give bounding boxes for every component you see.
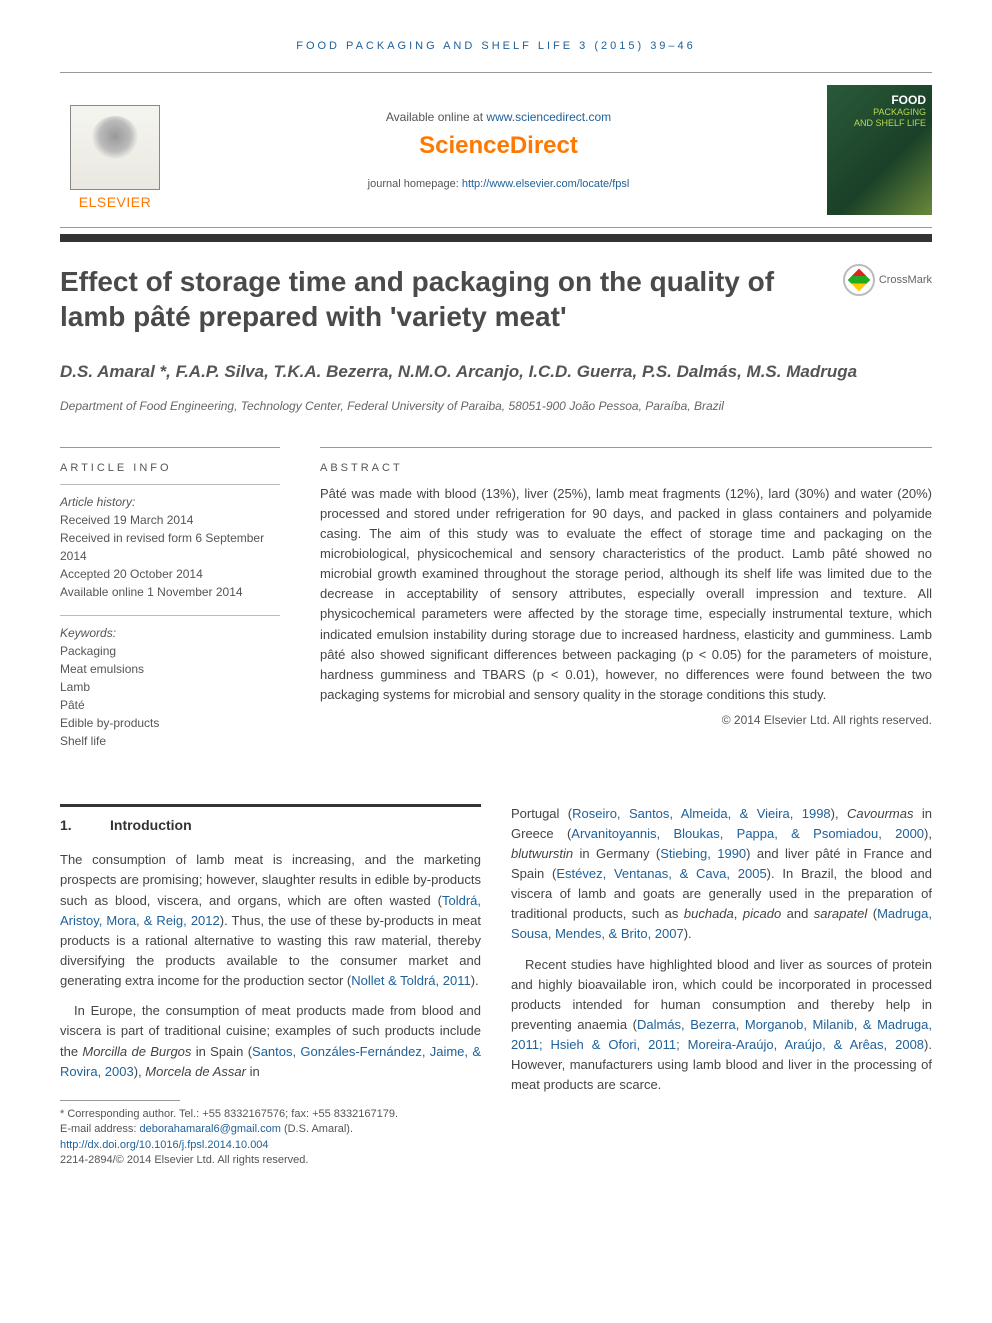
- abstract-copyright: © 2014 Elsevier Ltd. All rights reserved…: [320, 713, 932, 727]
- italic-term: picado: [743, 906, 781, 921]
- text: in Spain (: [191, 1044, 252, 1059]
- italic-term: Cavourmas: [847, 806, 913, 821]
- email-link[interactable]: deborahamaral6@gmail.com: [139, 1123, 280, 1135]
- text: ,: [734, 906, 743, 921]
- crossmark-label: CrossMark: [879, 274, 932, 286]
- homepage-link[interactable]: http://www.elsevier.com/locate/fpsl: [462, 178, 630, 190]
- journal-running-header: FOOD PACKAGING AND SHELF LIFE 3 (2015) 3…: [60, 40, 932, 52]
- abstract-heading: ABSTRACT: [320, 447, 932, 474]
- affiliation: Department of Food Engineering, Technolo…: [60, 398, 932, 415]
- crossmark-badge[interactable]: CrossMark: [843, 264, 932, 296]
- elsevier-tree-icon: [70, 105, 160, 190]
- authors: D.S. Amaral *, F.A.P. Silva, T.K.A. Beze…: [60, 360, 932, 384]
- accepted-date: Accepted 20 October 2014: [60, 565, 280, 583]
- paragraph: The consumption of lamb meat is increasi…: [60, 850, 481, 991]
- received-date: Received 19 March 2014: [60, 511, 280, 529]
- paragraph: Portugal (Roseiro, Santos, Almeida, & Vi…: [511, 804, 932, 945]
- italic-term: sarapatel: [814, 906, 867, 921]
- citation-link[interactable]: Stiebing, 1990: [660, 846, 746, 861]
- article-info-heading: ARTICLE INFO: [60, 447, 280, 474]
- elsevier-logo: ELSEVIER: [60, 90, 170, 210]
- paragraph: Recent studies have highlighted blood an…: [511, 955, 932, 1096]
- text: The consumption of lamb meat is increasi…: [60, 852, 481, 907]
- top-banner: ELSEVIER Available online at www.science…: [60, 72, 932, 228]
- elsevier-label: ELSEVIER: [79, 194, 151, 210]
- abstract: ABSTRACT Pâté was made with blood (13%),…: [320, 447, 932, 764]
- section-1-heading: 1. Introduction: [60, 804, 481, 837]
- citation-link[interactable]: Estévez, Ventanas, & Cava, 2005: [556, 866, 766, 881]
- abstract-text: Pâté was made with blood (13%), liver (2…: [320, 484, 932, 706]
- journal-cover-title: FOOD PACKAGING AND SHELF LIFE: [854, 93, 926, 129]
- corresponding-author: * Corresponding author. Tel.: +55 833216…: [60, 1107, 481, 1122]
- text: in: [246, 1064, 260, 1079]
- banner-center: Available online at www.sciencedirect.co…: [170, 110, 827, 190]
- keyword: Pâté: [60, 696, 280, 714]
- keyword: Edible by-products: [60, 714, 280, 732]
- sciencedirect-url[interactable]: www.sciencedirect.com: [486, 110, 611, 124]
- footnote-separator: [60, 1100, 180, 1101]
- cover-shelf: AND SHELF LIFE: [854, 118, 926, 129]
- revised-date: Received in revised form 6 September 201…: [60, 529, 280, 565]
- keyword: Shelf life: [60, 732, 280, 750]
- citation-link[interactable]: Arvanitoyannis, Bloukas, Pappa, & Psomia…: [571, 826, 924, 841]
- italic-term: Morcela de Assar: [145, 1064, 246, 1079]
- info-abstract-row: ARTICLE INFO Article history: Received 1…: [60, 447, 932, 764]
- issn-copyright: 2214-2894/© 2014 Elsevier Ltd. All right…: [60, 1153, 481, 1168]
- body-columns: 1. Introduction The consumption of lamb …: [60, 804, 932, 1169]
- section-number: 1.: [60, 815, 110, 837]
- keyword: Packaging: [60, 642, 280, 660]
- text: ),: [831, 806, 847, 821]
- crossmark-icon: [843, 264, 875, 296]
- cover-food: FOOD: [854, 93, 926, 107]
- online-date: Available online 1 November 2014: [60, 583, 280, 601]
- article-info: ARTICLE INFO Article history: Received 1…: [60, 447, 280, 764]
- italic-term: blutwurstin: [511, 846, 573, 861]
- divider-bar: [60, 234, 932, 242]
- text: in Germany (: [573, 846, 660, 861]
- email-line: E-mail address: deborahamaral6@gmail.com…: [60, 1122, 481, 1137]
- column-left: 1. Introduction The consumption of lamb …: [60, 804, 481, 1169]
- homepage-label: journal homepage:: [368, 178, 462, 190]
- text: ).: [684, 926, 692, 941]
- keyword: Lamb: [60, 678, 280, 696]
- text: Portugal (: [511, 806, 572, 821]
- history-label: Article history:: [60, 493, 280, 511]
- journal-homepage: journal homepage: http://www.elsevier.co…: [170, 178, 827, 190]
- column-right: Portugal (Roseiro, Santos, Almeida, & Vi…: [511, 804, 932, 1169]
- sciencedirect-logo: ScienceDirect: [170, 132, 827, 160]
- doi-link[interactable]: http://dx.doi.org/10.1016/j.fpsl.2014.10…: [60, 1139, 269, 1151]
- text: ),: [924, 826, 932, 841]
- citation-link[interactable]: Roseiro, Santos, Almeida, & Vieira, 1998: [572, 806, 831, 821]
- paragraph: In Europe, the consumption of meat produ…: [60, 1001, 481, 1082]
- italic-term: Morcilla de Burgos: [82, 1044, 191, 1059]
- keyword: Meat emulsions: [60, 660, 280, 678]
- article-history: Article history: Received 19 March 2014 …: [60, 484, 280, 601]
- keywords-block: Keywords: Packaging Meat emulsions Lamb …: [60, 615, 280, 750]
- text: and: [781, 906, 814, 921]
- text: ).: [471, 973, 479, 988]
- article-title: Effect of storage time and packaging on …: [60, 264, 823, 334]
- title-row: Effect of storage time and packaging on …: [60, 264, 932, 334]
- footnote-block: * Corresponding author. Tel.: +55 833216…: [60, 1107, 481, 1169]
- text: ),: [134, 1064, 146, 1079]
- section-title: Introduction: [110, 815, 192, 837]
- keywords-label: Keywords:: [60, 624, 280, 642]
- journal-cover: FOOD PACKAGING AND SHELF LIFE: [827, 85, 932, 215]
- italic-term: buchada: [684, 906, 734, 921]
- email-label: E-mail address:: [60, 1123, 139, 1135]
- text: (D.S. Amaral).: [281, 1123, 353, 1135]
- cover-packaging: PACKAGING: [854, 107, 926, 118]
- available-online: Available online at www.sciencedirect.co…: [170, 110, 827, 124]
- text: (: [867, 906, 877, 921]
- citation-link[interactable]: Nollet & Toldrá, 2011: [351, 973, 470, 988]
- available-online-text: Available online at: [386, 110, 487, 124]
